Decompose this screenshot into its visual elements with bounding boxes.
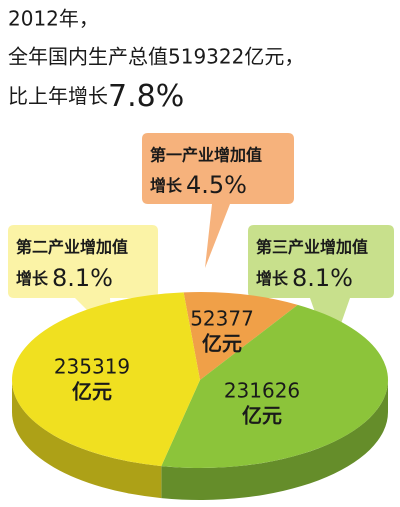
pie-slice bbox=[11, 292, 200, 467]
callout-box bbox=[142, 133, 294, 268]
growth-text: 增长 bbox=[256, 269, 289, 288]
title-growth: 7.8% bbox=[108, 79, 184, 114]
callout-box bbox=[248, 225, 394, 355]
callout-title: 第一产业增加值 bbox=[150, 146, 262, 165]
callout-growth: 增长 8.1% bbox=[256, 264, 353, 292]
callout-growth: 增长 4.5% bbox=[150, 171, 247, 199]
callout: 第二产业增加值 增长 8.1% bbox=[8, 225, 158, 335]
value-label: 52377 bbox=[190, 307, 254, 331]
callout-box bbox=[8, 225, 158, 335]
growth-text: 增长 bbox=[150, 176, 183, 195]
unit-label: 亿元 bbox=[202, 332, 242, 356]
callout-title: 第三产业增加值 bbox=[256, 238, 368, 257]
title-line: 全年国内生产总值519322亿元， bbox=[8, 45, 304, 69]
callout: 第一产业增加值 增长 4.5% bbox=[142, 133, 294, 268]
unit-label: 亿元 bbox=[242, 404, 282, 428]
title-text: 比上年增长 bbox=[8, 84, 108, 108]
title-line: 2012年， bbox=[8, 7, 99, 31]
growth-label: 8.1% bbox=[52, 264, 113, 292]
callout: 第三产业增加值 增长 8.1% bbox=[248, 225, 394, 355]
title-line: 比上年增长7.8% bbox=[8, 79, 184, 114]
value-label: 231626 bbox=[224, 379, 300, 403]
growth-text: 增长 bbox=[16, 269, 49, 288]
growth-label: 4.5% bbox=[186, 171, 247, 199]
pie-slice bbox=[183, 292, 298, 380]
pie-side bbox=[12, 380, 162, 499]
callout-title: 第二产业增加值 bbox=[16, 238, 128, 257]
callout-growth: 增长 8.1% bbox=[16, 264, 113, 292]
value-label: 235319 bbox=[54, 355, 130, 379]
pie-side bbox=[161, 380, 388, 500]
pie-slice bbox=[161, 304, 389, 468]
growth-label: 8.1% bbox=[292, 264, 353, 292]
unit-label: 亿元 bbox=[72, 380, 112, 404]
